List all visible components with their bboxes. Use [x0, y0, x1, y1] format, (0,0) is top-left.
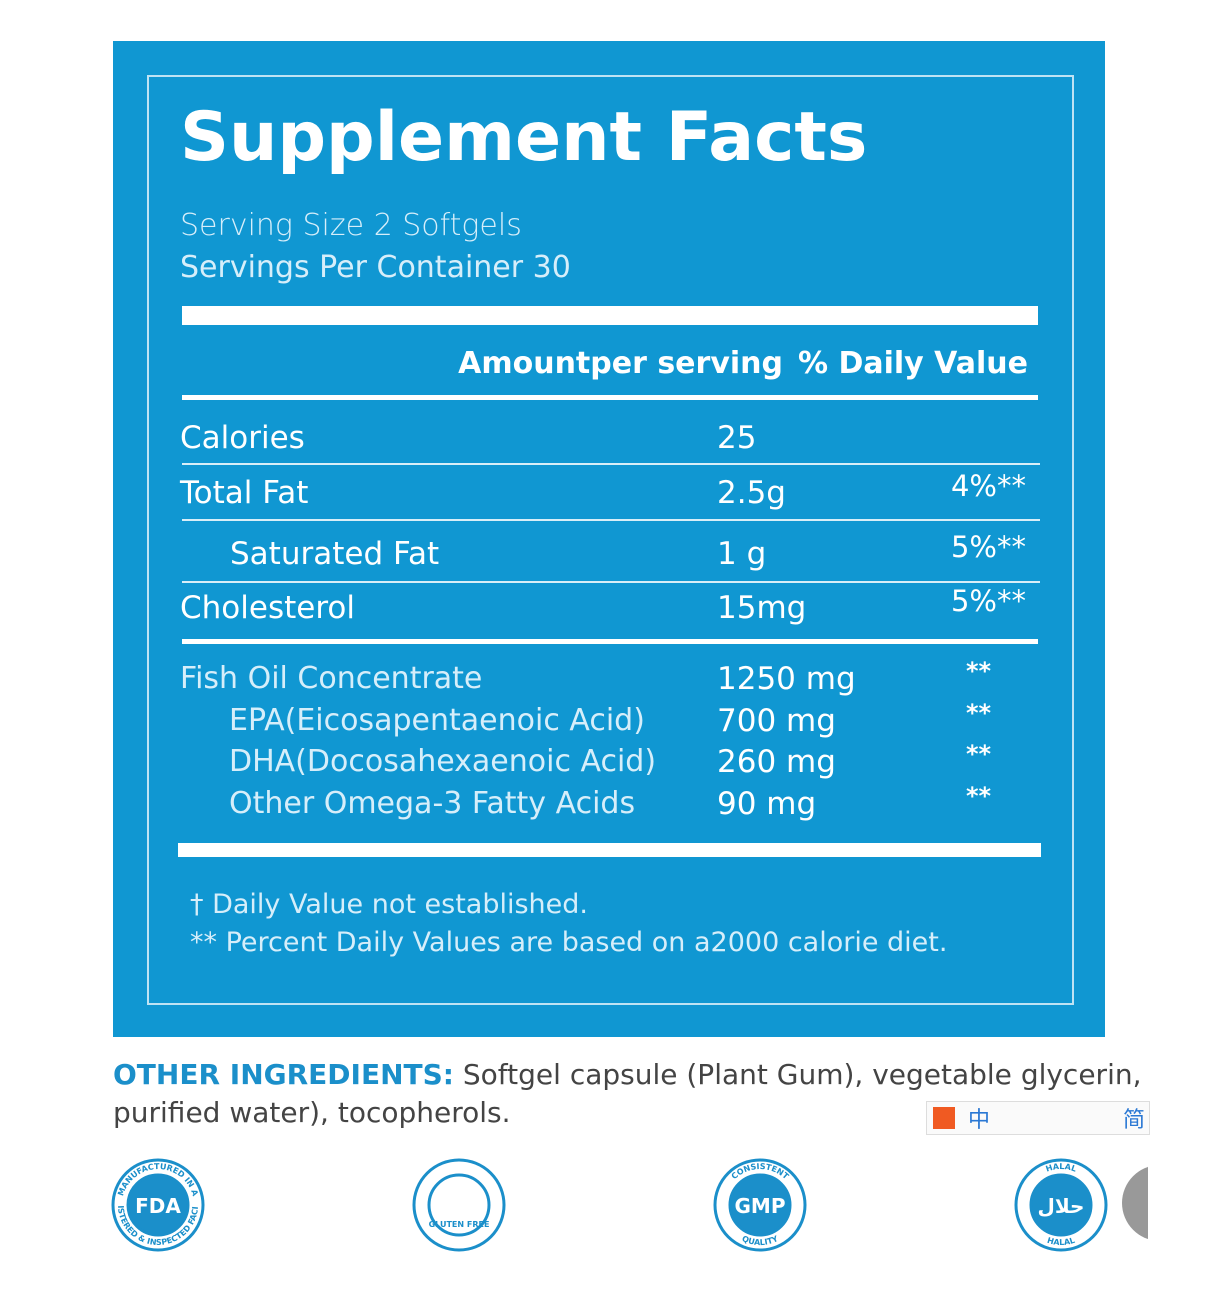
serving-size: Serving Size 2 Softgels — [180, 208, 522, 243]
badge-label: حلال — [1038, 1194, 1085, 1218]
badge-ring — [713, 1158, 807, 1252]
badge-label: GMP — [735, 1194, 786, 1218]
badge-label: GLUTEN FREE — [429, 1220, 490, 1229]
nutrient-name: Saturated Fat — [230, 536, 440, 572]
ingredient-amount: 90 mg — [717, 785, 817, 822]
other-ingredients-text: purified water), tocopherols. — [113, 1096, 511, 1129]
footnote: ** Percent Daily Values are based on a20… — [190, 927, 948, 958]
badge-inner — [126, 1173, 190, 1237]
facts-frame — [147, 75, 1074, 1005]
nutrient-name: Calories — [180, 420, 305, 456]
nutrient-daily-value: 4%** — [950, 469, 1026, 503]
badge-ring-text: HALAL — [1045, 1162, 1078, 1174]
ingredient-daily-value: ** — [966, 781, 992, 810]
divider — [182, 581, 1040, 583]
facts-panel — [113, 41, 1105, 1037]
ingredient-amount: 700 mg — [717, 702, 836, 739]
ime-toolbar[interactable]: 中 简 — [926, 1101, 1150, 1135]
other-ingredients-label: OTHER INGREDIENTS: — [113, 1058, 454, 1091]
divider — [182, 639, 1038, 644]
badge-ring-text: HALAL — [1045, 1162, 1078, 1174]
divider — [178, 843, 1041, 857]
ingredient-name: DHA(Docosahexaenoic Acid) — [229, 744, 657, 779]
ingredient-amount: 1250 mg — [717, 661, 856, 697]
nutrient-amount: 25 — [717, 420, 757, 456]
other-ingredients-text: Softgel capsule (Plant Gum), vegetable g… — [462, 1058, 1142, 1091]
nutrient-amount: 15mg — [717, 590, 807, 626]
title: Supplement Facts — [180, 98, 868, 177]
badge-inner — [728, 1173, 792, 1237]
badge-label: FDA — [135, 1194, 181, 1218]
divider — [182, 306, 1038, 325]
header-amount: Amountper serving — [458, 346, 783, 381]
servings-per-container: Servings Per Container 30 — [180, 250, 571, 285]
ingredient-name: EPA(Eicosapentaenoic Acid) — [229, 702, 645, 738]
ingredient-daily-value: ** — [966, 740, 992, 768]
ime-script[interactable]: 简 — [1122, 1108, 1145, 1133]
ingredient-daily-value: ** — [966, 657, 992, 685]
badge-ring — [111, 1158, 205, 1252]
nutrient-name: Total Fat — [180, 475, 309, 511]
nutrient-daily-value: 5%** — [950, 584, 1026, 618]
footnote: † Daily Value not established. — [190, 889, 588, 920]
ingredient-daily-value: ** — [966, 698, 992, 727]
ingredient-amount: 260 mg — [717, 744, 836, 780]
badge-ring-text: QUALITY — [741, 1234, 780, 1247]
nutrient-name: Cholesterol — [180, 590, 355, 626]
divider — [182, 519, 1040, 521]
badge-ring-text: QUALITY — [741, 1234, 780, 1247]
badge-ring-text: HALAL — [1046, 1236, 1076, 1247]
badge-ring — [412, 1158, 506, 1252]
nutrient-amount: 1 g — [717, 536, 767, 572]
badge-ring — [1014, 1158, 1108, 1252]
header-daily-value: % Daily Value — [797, 346, 1028, 381]
nutrient-daily-value: 5%** — [950, 530, 1026, 564]
badge-ring-text: HALAL — [1046, 1236, 1076, 1247]
divider — [182, 395, 1038, 400]
ime-mode[interactable]: 中 — [968, 1108, 991, 1133]
divider — [182, 463, 1040, 465]
badge-inner — [427, 1173, 491, 1237]
nutrient-amount: 2.5g — [717, 475, 786, 511]
ingredient-name: Fish Oil Concentrate — [180, 661, 483, 696]
ingredient-name: Other Omega-3 Fatty Acids — [229, 785, 636, 821]
badge-inner — [1029, 1173, 1093, 1237]
